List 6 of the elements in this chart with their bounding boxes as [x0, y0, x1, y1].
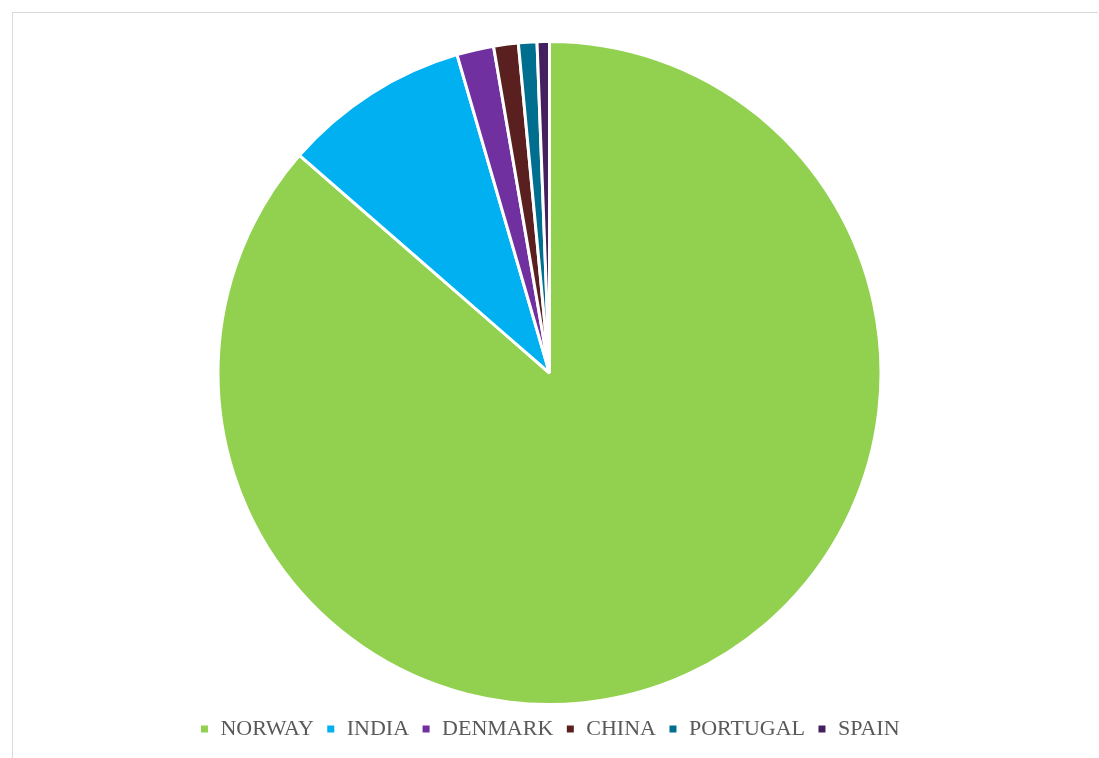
- legend-label: SPAIN: [837, 714, 900, 740]
- legend-label: DENMARK: [442, 714, 554, 740]
- legend-label: NORWAY: [220, 714, 314, 740]
- legend-label: CHINA: [586, 714, 657, 740]
- legend-label: PORTUGAL: [688, 714, 805, 740]
- legend-label: INDIA: [346, 714, 410, 740]
